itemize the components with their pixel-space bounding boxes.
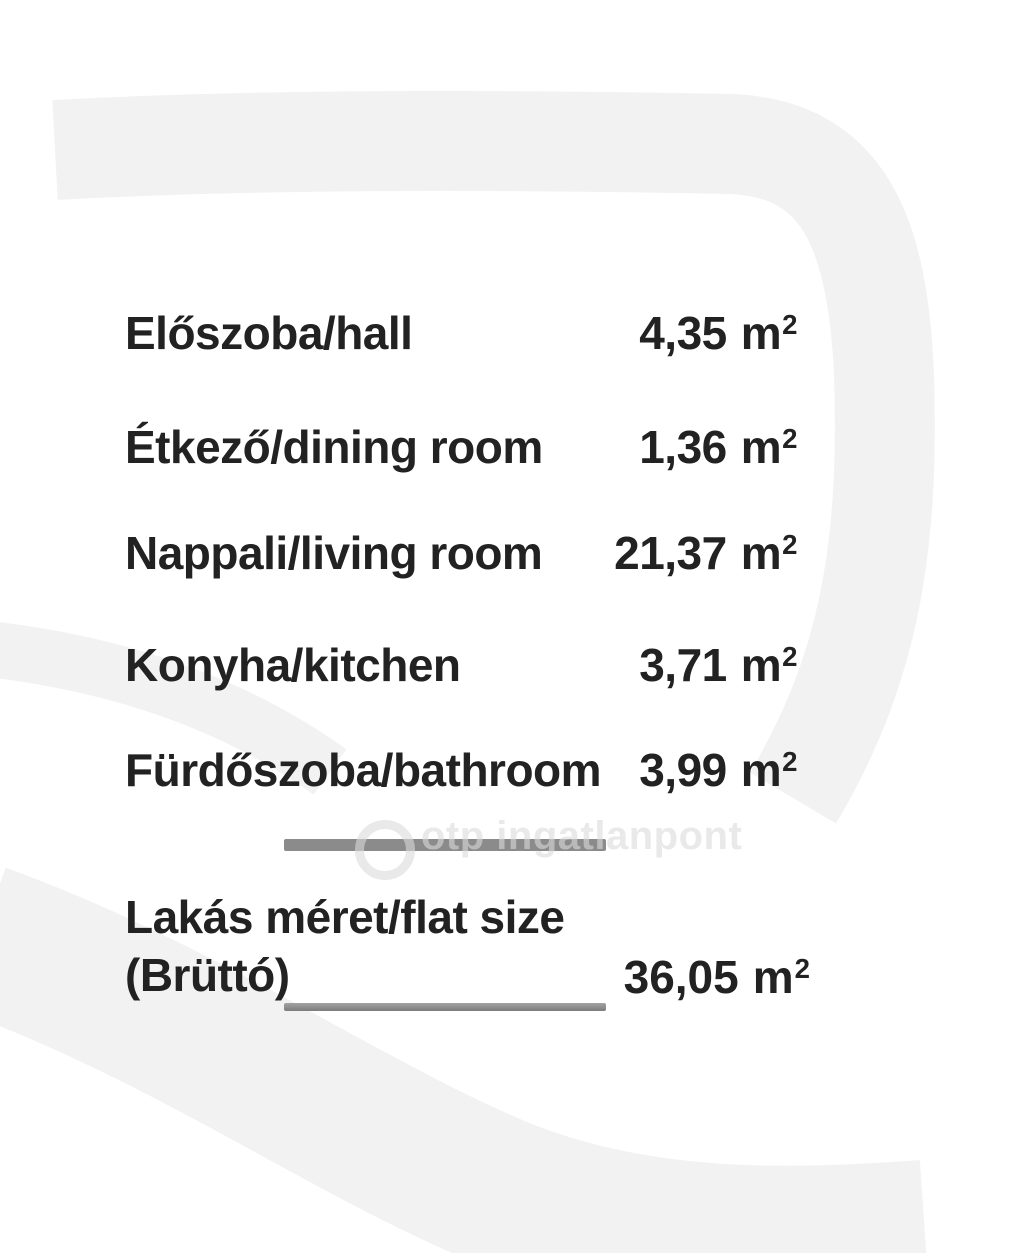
total-value: 36,05 m2: [623, 951, 810, 1003]
watermark-band-bottom-right-fill: [470, 1150, 922, 1253]
watermark-band-top-hook: [52, 90, 935, 824]
agency-watermark: otp ingatlanpont: [347, 806, 807, 880]
unit-label: m: [740, 527, 782, 579]
agency-logo-circle-icon: [355, 820, 415, 880]
room-value: 3,99 m2: [639, 744, 797, 796]
room-label: Előszoba/hall: [125, 307, 413, 359]
unit-exponent: 2: [782, 528, 797, 560]
unit-label: m: [752, 951, 794, 1003]
total-label: Lakás méret/flat size (Brüttó): [125, 888, 565, 1004]
room-value: 4,35 m2: [639, 307, 797, 359]
total-label-line2: (Brüttó): [125, 949, 290, 1001]
table-row: Nappali/living room 21,37 m2: [125, 525, 797, 588]
unit-exponent: 2: [782, 640, 797, 672]
unit-label: m: [740, 307, 782, 359]
total-label-line1: Lakás méret/flat size: [125, 891, 565, 943]
divider-line-bottom: [284, 1003, 606, 1011]
watermark-band-left-arc: [0, 622, 347, 795]
room-value: 3,71 m2: [639, 639, 797, 691]
table-row: Fürdőszoba/bathroom 3,99 m2: [125, 742, 797, 805]
unit-exponent: 2: [794, 952, 810, 984]
agency-watermark-text: otp ingatlanpont: [421, 814, 743, 858]
unit-label: m: [740, 639, 782, 691]
unit-label: m: [740, 421, 782, 473]
room-label: Fürdőszoba/bathroom: [125, 744, 602, 796]
room-label: Étkező/dining room: [125, 421, 543, 473]
table-row: Étkező/dining room 1,36 m2: [125, 419, 797, 482]
room-label: Nappali/living room: [125, 527, 543, 579]
unit-exponent: 2: [782, 745, 797, 777]
table-row: Előszoba/hall 4,35 m2: [125, 305, 797, 368]
unit-exponent: 2: [782, 422, 797, 454]
room-label: Konyha/kitchen: [125, 639, 461, 691]
table-row: Konyha/kitchen 3,71 m2: [125, 637, 797, 700]
room-value: 1,36 m2: [639, 421, 797, 473]
unit-exponent: 2: [782, 308, 797, 340]
room-value: 21,37 m2: [614, 527, 797, 579]
unit-label: m: [740, 744, 782, 796]
